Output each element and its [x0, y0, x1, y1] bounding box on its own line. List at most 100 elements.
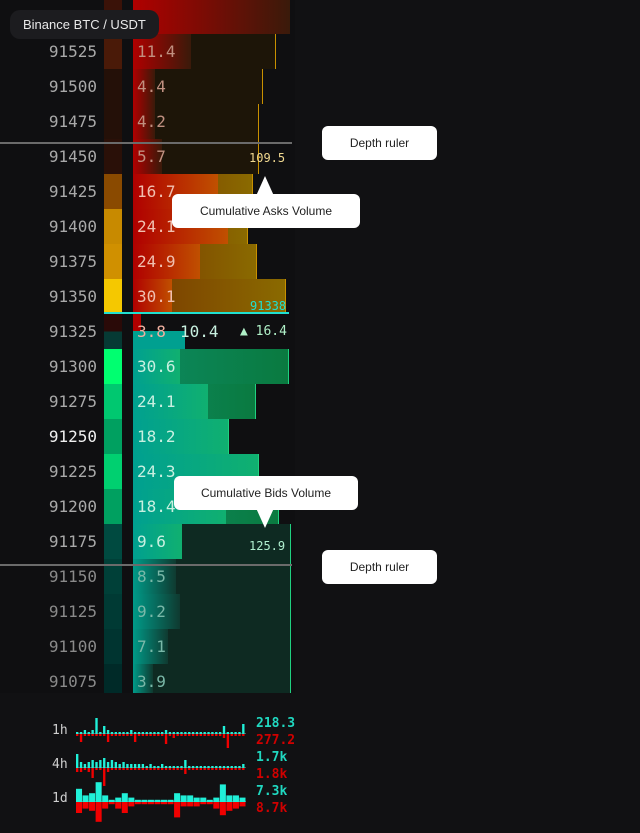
sell-bar [130, 734, 133, 736]
sell-bar [206, 802, 213, 805]
sell-bar [226, 734, 230, 748]
buy-bar [122, 732, 125, 734]
buy-bar [207, 732, 210, 734]
buy-bar [191, 732, 195, 734]
buy-bar [238, 732, 241, 734]
sell-volume: 277.2 [256, 733, 296, 748]
mid-row[interactable]: 91325 3.8 10.4 ▲ 16.4 [0, 312, 295, 349]
ask-row[interactable] [0, 0, 295, 34]
depth-ruler-top[interactable] [0, 142, 292, 144]
bid-heat-cell [104, 384, 122, 419]
bid-volume: 9.6 [137, 532, 166, 551]
sell-bar [157, 734, 160, 736]
sell-bar [226, 768, 230, 770]
ask-row[interactable]: 91475 4.2 [0, 104, 295, 139]
buy-bar [176, 766, 179, 768]
buy-bar [149, 764, 152, 768]
buy-bar [161, 732, 164, 734]
bid-volume: 9.2 [137, 602, 166, 621]
price-level: 91125 [48, 602, 97, 621]
sell-bar [215, 734, 218, 736]
sell-bar [76, 802, 83, 813]
bid-heat-cell [104, 524, 122, 559]
bid-row[interactable]: 91075 3.9 [0, 664, 295, 693]
ask-row[interactable]: 91450 5.7 [0, 139, 295, 174]
buy-bar [226, 795, 233, 802]
buy-bar [126, 732, 129, 734]
bid-row[interactable]: 91250 18.2 [0, 419, 295, 454]
buy-bar [121, 793, 128, 802]
sell-bar [222, 768, 226, 770]
spread-line [104, 312, 289, 314]
sell-bar [200, 802, 207, 805]
ask-heat-cell [104, 69, 122, 104]
bid-row[interactable]: 91275 24.1 [0, 384, 295, 419]
bid-heat-cell [104, 454, 122, 489]
bid-row[interactable]: 91225 24.3 [0, 454, 295, 489]
sell-bar [193, 802, 200, 807]
sell-bar [149, 768, 152, 770]
bid-volume-bar [133, 664, 153, 693]
bid-volume-bar [133, 524, 182, 559]
buy-bar [95, 718, 98, 734]
bid-row[interactable]: 91100 7.1 [0, 629, 295, 664]
sell-bar [187, 802, 194, 807]
sell-bar [79, 768, 83, 772]
ask-row[interactable]: 91375 24.9 [0, 244, 295, 279]
depth-ruler-bottom[interactable] [0, 564, 292, 566]
cumulative-asks-value: 109.5 [249, 151, 286, 165]
buy-bar [133, 764, 137, 768]
buy-bar [83, 730, 87, 734]
cumulative-bids-callout: Cumulative Bids Volume [174, 476, 358, 510]
buy-bar [174, 793, 181, 802]
sell-bar [188, 734, 191, 736]
buy-bar [108, 799, 115, 802]
bid-volume-bar [133, 594, 180, 629]
buy-bar [195, 766, 199, 768]
sell-bar [172, 734, 175, 738]
buy-bar [95, 762, 98, 768]
sell-bar [114, 768, 117, 770]
ask-heat-cell [104, 209, 122, 244]
bid-volume: 30.6 [137, 357, 176, 376]
ask-row[interactable]: 91525 11.4 [0, 34, 295, 69]
sell-bar [203, 768, 206, 770]
buy-bar [89, 793, 96, 802]
price-level: 91300 [48, 357, 97, 376]
sell-bar [161, 802, 168, 805]
buy-bar [83, 764, 87, 768]
ask-volume: 5.7 [137, 147, 166, 166]
buy-bar [115, 797, 122, 802]
sell-bar [174, 802, 181, 818]
sell-bar [126, 768, 129, 770]
buy-bar [184, 760, 187, 768]
buy-bar [215, 732, 218, 734]
bid-heat-cell [104, 629, 122, 664]
sell-bar [219, 802, 226, 816]
sell-bar [199, 768, 202, 770]
buy-bar [172, 766, 175, 768]
ask-volume-bar [133, 69, 155, 104]
ask-heat-cell [104, 279, 122, 314]
ask-row[interactable]: 91500 4.4 [0, 69, 295, 104]
bid-volume: 24.1 [137, 392, 176, 411]
price-level: 91225 [48, 462, 97, 481]
sell-bar [133, 734, 137, 742]
bid-row[interactable]: 91125 9.2 [0, 594, 295, 629]
buy-bar [222, 766, 226, 768]
buy-bar [141, 764, 145, 768]
buy-bar [203, 766, 206, 768]
buy-bar [180, 732, 183, 734]
mid-heat-cell [104, 314, 122, 349]
buy-bar [195, 732, 199, 734]
sell-bar [242, 734, 245, 736]
buy-bar [167, 799, 174, 802]
bid-row[interactable]: 91175 9.6 [0, 524, 295, 559]
bid-volume-bar [133, 384, 208, 419]
ask-row[interactable]: 91350 30.1 [0, 279, 295, 314]
bid-row[interactable]: 91300 30.6 [0, 349, 295, 384]
sell-bar [230, 768, 233, 770]
ask-heat-cell [104, 174, 122, 209]
sell-bar [238, 734, 241, 736]
buy-bar [154, 799, 161, 802]
